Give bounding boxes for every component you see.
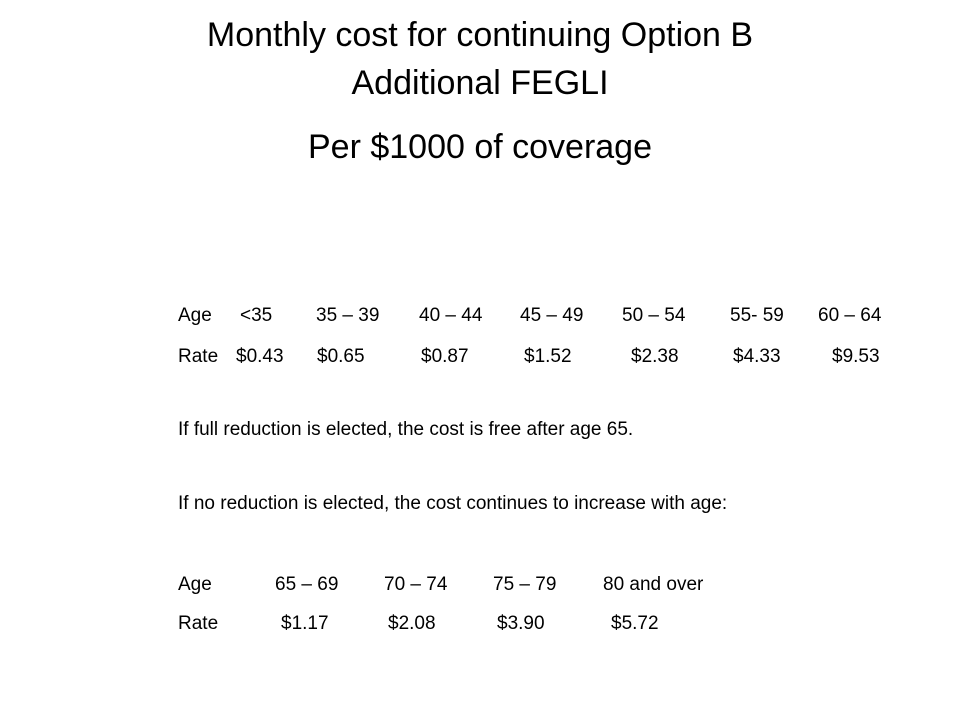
table1-age-cell: 40 – 44 <box>419 305 483 326</box>
table1-rate-cell: $4.33 <box>733 346 781 367</box>
title-line-2: Additional FEGLI <box>351 64 609 102</box>
table1-age-cell: 35 – 39 <box>316 305 380 326</box>
note-no-reduction: If no reduction is elected, the cost con… <box>178 493 728 514</box>
table1-age-cell: 55- 59 <box>730 305 784 326</box>
table1-rate-cell: $2.38 <box>631 346 679 367</box>
table1-age-cell: 50 – 54 <box>622 305 686 326</box>
table1-rate-cell: $0.65 <box>317 346 365 367</box>
table1-age-cell: 45 – 49 <box>520 305 584 326</box>
table1-age-cell: <35 <box>240 305 273 326</box>
table1-rate-cell: $0.43 <box>236 346 284 367</box>
note-full-reduction: If full reduction is elected, the cost i… <box>178 419 634 440</box>
table2-age-cell: 70 – 74 <box>384 574 448 595</box>
table2-rate-cell: $2.08 <box>388 613 436 634</box>
table2-age-label: Age <box>178 574 212 595</box>
title-line-1: Monthly cost for continuing Option B <box>206 16 754 54</box>
title-line-3: Per $1000 of coverage <box>307 128 653 166</box>
table2-age-cell: 80 and over <box>603 574 704 595</box>
table1-age-label: Age <box>178 305 212 326</box>
table2-age-cell: 65 – 69 <box>275 574 339 595</box>
table1-rate-label: Rate <box>178 346 219 367</box>
table2-rate-cell: $3.90 <box>497 613 545 634</box>
table1-age-cell: 60 – 64 <box>818 305 882 326</box>
table1-rate-cell: $9.53 <box>832 346 880 367</box>
table2-rate-cell: $5.72 <box>611 613 659 634</box>
table2-rate-cell: $1.17 <box>281 613 329 634</box>
table1-rate-cell: $1.52 <box>524 346 572 367</box>
table2-rate-label: Rate <box>178 613 219 634</box>
table2-age-cell: 75 – 79 <box>493 574 557 595</box>
table1-rate-cell: $0.87 <box>421 346 469 367</box>
